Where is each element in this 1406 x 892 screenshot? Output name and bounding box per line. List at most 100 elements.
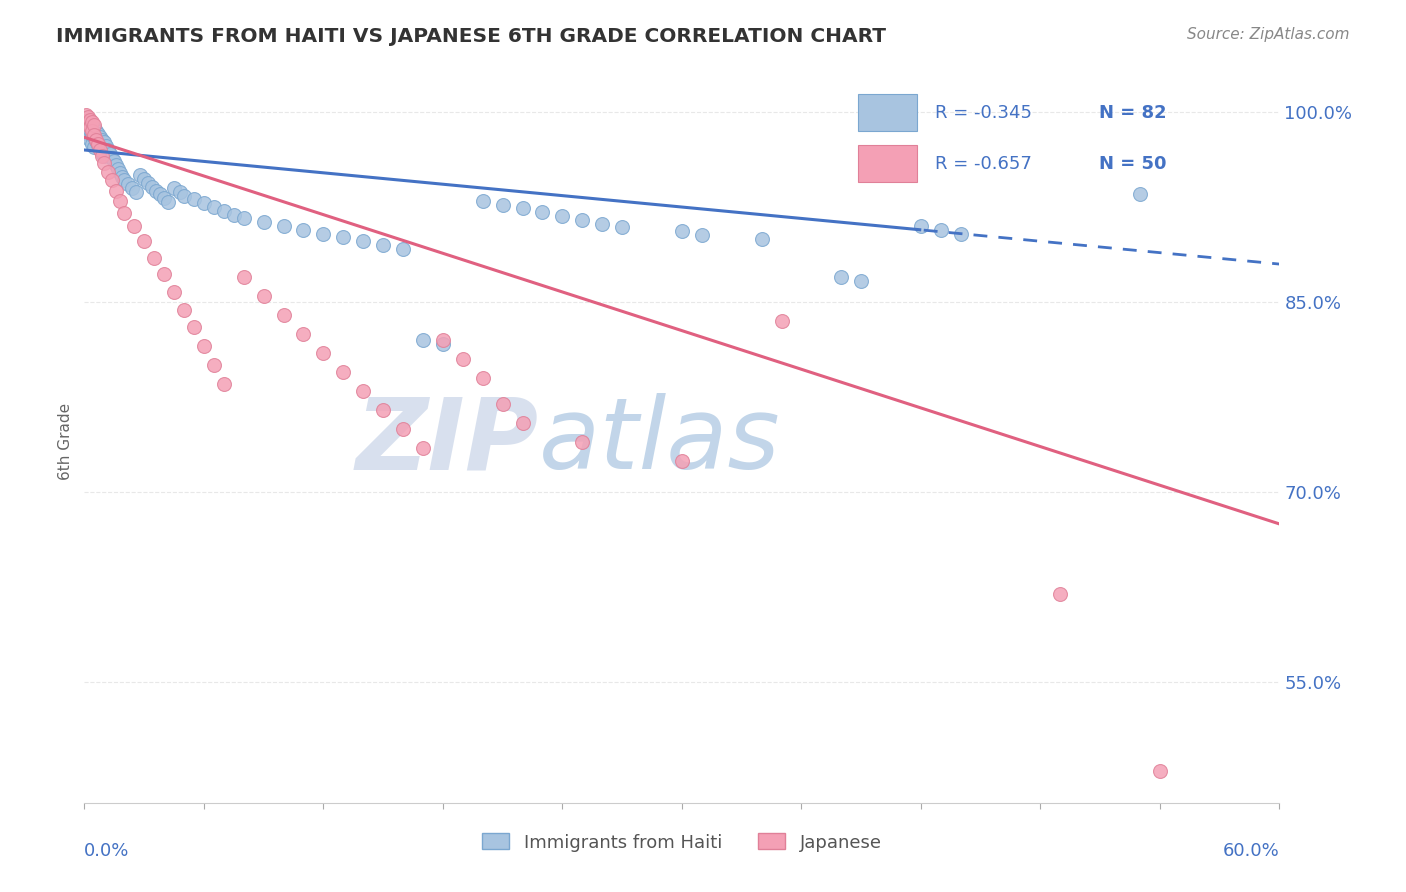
Point (451, 352, 474, 367)
Text: atlas: atlas (538, 393, 780, 490)
Point (93, 155, 115, 169)
Point (471, 194, 494, 208)
Point (292, 326, 315, 341)
Point (471, 371, 494, 385)
Point (83, 130, 105, 145)
Point (89, 130, 111, 145)
Text: 60.0%: 60.0% (1223, 842, 1279, 860)
Point (77, 110, 100, 124)
Point (352, 234, 374, 248)
Point (910, 219, 932, 233)
Point (82, 124, 104, 138)
Point (492, 396, 515, 410)
Point (87, 137, 110, 152)
Point (949, 227, 972, 241)
Point (121, 181, 143, 195)
Point (77, 120, 100, 135)
Point (163, 285, 186, 299)
Point (82, 115, 104, 129)
Bar (858, 95, 917, 131)
Point (129, 169, 152, 183)
Point (75, 107, 97, 121)
Point (830, 269, 852, 284)
Point (89, 142, 111, 156)
Point (86, 133, 108, 147)
Point (253, 215, 276, 229)
Point (83, 118, 105, 132)
Point (212, 203, 235, 218)
Point (492, 197, 515, 211)
Point (202, 359, 225, 373)
Point (97, 164, 120, 178)
Point (117, 178, 139, 192)
Point (157, 194, 180, 209)
Text: N = 82: N = 82 (1099, 103, 1167, 121)
Point (83, 121, 105, 136)
Point (75, 118, 97, 132)
Point (112, 206, 135, 220)
Point (149, 187, 172, 202)
Point (105, 184, 128, 198)
Point (312, 227, 335, 241)
Point (571, 212, 593, 227)
Point (93, 136, 115, 150)
Point (432, 333, 454, 347)
Point (82, 119, 104, 133)
Point (392, 422, 415, 436)
Point (202, 200, 225, 214)
Point (105, 158, 128, 172)
Text: 0.0%: 0.0% (84, 842, 129, 860)
Point (770, 314, 793, 328)
Point (222, 208, 245, 222)
Point (83, 140, 105, 154)
Point (112, 173, 135, 187)
Point (690, 227, 713, 242)
Point (82, 128, 104, 142)
Point (153, 191, 176, 205)
Point (332, 230, 354, 244)
Point (273, 219, 295, 233)
Point (671, 224, 693, 238)
Point (89, 143, 111, 157)
Point (86, 124, 108, 138)
Legend: Immigrants from Haiti, Japanese: Immigrants from Haiti, Japanese (475, 826, 889, 859)
Text: Source: ZipAtlas.com: Source: ZipAtlas.com (1187, 27, 1350, 42)
Point (1129, 187, 1152, 202)
Point (87, 136, 110, 151)
Point (77, 127, 100, 141)
Point (79, 133, 101, 147)
Point (929, 223, 952, 237)
Point (91, 133, 114, 147)
Y-axis label: 6th Grade: 6th Grade (58, 403, 73, 480)
Point (91, 149, 114, 163)
Point (232, 211, 254, 226)
Bar (858, 145, 917, 182)
Point (531, 205, 554, 219)
Point (132, 234, 156, 248)
Point (273, 308, 295, 322)
Point (110, 194, 132, 208)
Point (392, 242, 415, 256)
Point (96, 139, 118, 153)
Point (512, 202, 534, 216)
Point (122, 219, 145, 233)
Text: R = -0.657: R = -0.657 (935, 155, 1032, 173)
Point (412, 441, 434, 455)
Point (1049, 587, 1071, 601)
Point (352, 384, 374, 398)
Point (169, 185, 191, 199)
Point (671, 453, 693, 467)
Point (612, 220, 634, 235)
Point (79, 120, 101, 135)
Point (751, 232, 773, 246)
Point (75, 112, 97, 126)
Point (91, 145, 114, 160)
Point (132, 172, 156, 186)
Text: N = 50: N = 50 (1099, 155, 1167, 173)
Point (173, 188, 195, 202)
Point (551, 209, 574, 223)
Point (512, 416, 534, 430)
Point (292, 223, 315, 237)
Text: ZIP: ZIP (356, 393, 538, 490)
Point (173, 302, 195, 317)
